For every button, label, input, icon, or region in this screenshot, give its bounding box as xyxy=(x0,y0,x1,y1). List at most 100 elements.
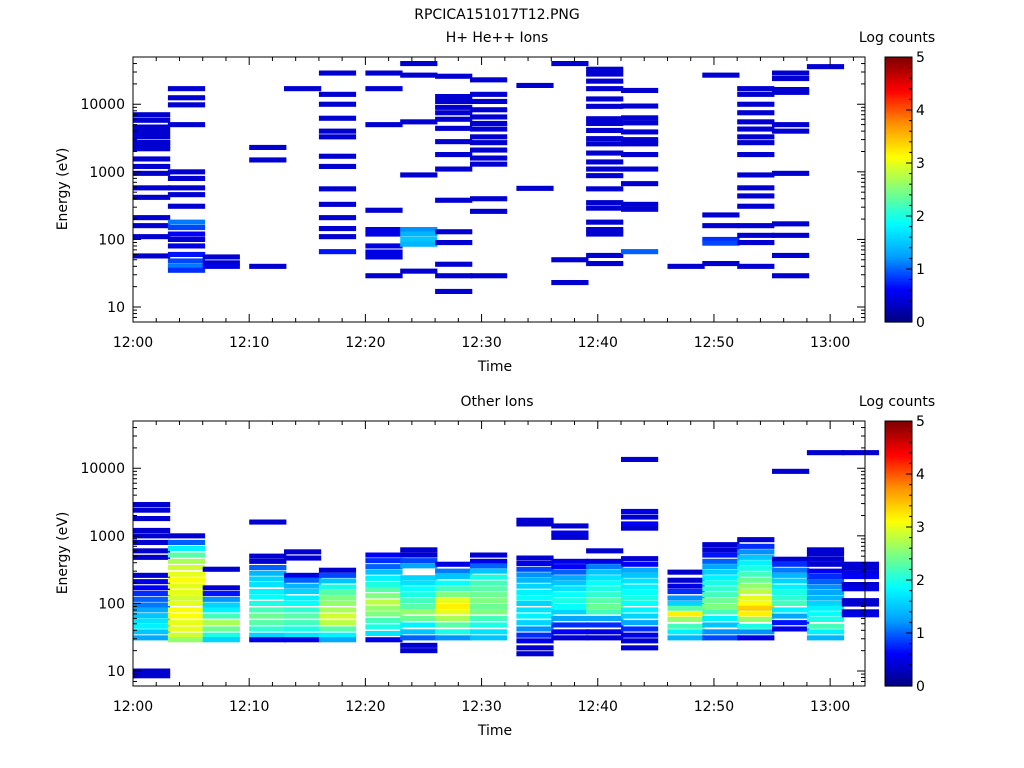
heatmap-cell xyxy=(133,613,171,619)
heatmap-cell xyxy=(167,175,206,181)
heatmap-cell xyxy=(167,571,206,577)
colorbar-swatch xyxy=(885,231,912,235)
heatmap-cell xyxy=(167,577,206,583)
heatmap-cell xyxy=(586,231,624,237)
heatmap-cell xyxy=(702,615,740,621)
colorbar-swatch xyxy=(885,493,912,497)
heatmap-cell xyxy=(470,598,508,604)
heatmap-cell xyxy=(400,61,438,67)
colorbar-swatch xyxy=(885,546,912,550)
heatmap-cell xyxy=(318,226,357,232)
panel-h-he-ions: H+ He++ Ions 12:00 12:10 12:20 12:30 12:40 12… xyxy=(55,30,935,375)
colorbar-swatch xyxy=(885,269,912,272)
colorbar-swatch xyxy=(885,476,912,480)
heatmap-cell xyxy=(516,572,554,578)
colorbar-swatch xyxy=(885,524,912,528)
colorbar-swatch xyxy=(885,469,912,473)
heatmap-cell xyxy=(841,582,879,588)
colorbar-swatch xyxy=(885,491,912,495)
y-tick-label: 10000 xyxy=(80,97,125,113)
heatmap-cell xyxy=(400,586,438,592)
colorbar-swatch xyxy=(885,167,912,171)
heatmap-cell xyxy=(737,101,775,107)
panel-title: Other Ions xyxy=(460,394,533,410)
colorbar-swatch xyxy=(885,92,912,96)
colorbar-swatch xyxy=(885,621,912,625)
heatmap-cell xyxy=(249,637,287,643)
heatmap-cell xyxy=(772,87,810,93)
colorbar-swatch xyxy=(885,68,912,71)
heatmap-cell xyxy=(737,537,775,543)
heatmap-cell xyxy=(470,563,508,569)
heatmap-cell xyxy=(470,114,508,120)
heatmap-cell xyxy=(365,617,403,623)
heatmap-cell xyxy=(621,556,659,562)
colorbar-swatch xyxy=(885,549,912,552)
colorbar-swatch xyxy=(885,255,912,259)
heatmap-cell xyxy=(806,590,845,596)
heatmap-cell xyxy=(737,152,775,158)
heatmap-cell xyxy=(167,558,206,564)
colorbar-swatch xyxy=(885,542,912,546)
heatmap-cell xyxy=(133,591,171,597)
heatmap-cell xyxy=(133,253,171,259)
heatmap-cell xyxy=(435,152,473,158)
heatmap-cell xyxy=(586,622,624,628)
heatmap-cell xyxy=(318,153,357,159)
heatmap-cell xyxy=(737,86,775,92)
heatmap-cell xyxy=(772,584,810,590)
colorbar-frame xyxy=(884,56,913,323)
heatmap-cell xyxy=(202,613,240,619)
heatmap-cell xyxy=(470,91,508,97)
heatmap-cell xyxy=(586,96,624,102)
heatmap-cell xyxy=(667,600,705,606)
heatmap-cell xyxy=(318,234,357,240)
heatmap-cell xyxy=(249,144,287,150)
colorbar-swatch xyxy=(885,560,912,563)
heatmap-cell xyxy=(737,193,775,199)
heatmap-cell xyxy=(400,236,438,242)
heatmap-cell xyxy=(133,527,171,533)
colorbar-swatch xyxy=(885,425,912,429)
heatmap-cell xyxy=(702,622,740,628)
heatmap-cell xyxy=(621,567,659,573)
colorbar-swatch xyxy=(885,218,912,222)
colorbar-swatch xyxy=(885,421,912,424)
heatmap-cell xyxy=(737,543,775,549)
heatmap-cell xyxy=(772,89,810,95)
heatmap-cell xyxy=(318,572,357,578)
y-tick-label: 10 xyxy=(107,300,125,316)
colorbar-swatch xyxy=(885,94,912,98)
heatmap-cell xyxy=(806,600,845,606)
colorbar-swatch xyxy=(885,297,912,301)
heatmap-cell xyxy=(621,578,659,584)
heatmap-cell xyxy=(435,629,473,635)
heatmap-cell xyxy=(249,576,287,582)
heatmap-cell xyxy=(806,584,845,590)
colorbar-swatch xyxy=(885,180,912,184)
heatmap-cell xyxy=(365,582,403,588)
heatmap-cell xyxy=(318,637,357,643)
heatmap-cell xyxy=(365,122,403,128)
colorbar-tick-label: 2 xyxy=(916,573,925,589)
heatmap-cell xyxy=(133,185,171,191)
heatmap-cell xyxy=(435,197,473,203)
heatmap-cell xyxy=(365,231,403,237)
colorbar-swatch xyxy=(885,655,912,658)
colorbar-swatch xyxy=(885,240,912,244)
heatmap-cell xyxy=(806,450,845,456)
heatmap-cell xyxy=(249,607,287,613)
colorbar-swatch xyxy=(885,79,912,82)
heatmap-cell xyxy=(318,186,357,192)
colorbar-swatch xyxy=(885,650,912,654)
heatmap-cell xyxy=(365,552,403,558)
heatmap-cell xyxy=(586,598,624,604)
heatmap-cells xyxy=(133,61,845,294)
colorbar-swatch xyxy=(885,176,912,180)
heatmap-cell xyxy=(435,166,473,172)
colorbar-swatch xyxy=(885,213,912,217)
heatmap-cell xyxy=(249,600,287,606)
heatmap-cell xyxy=(737,595,775,601)
heatmap-cell xyxy=(621,87,659,93)
